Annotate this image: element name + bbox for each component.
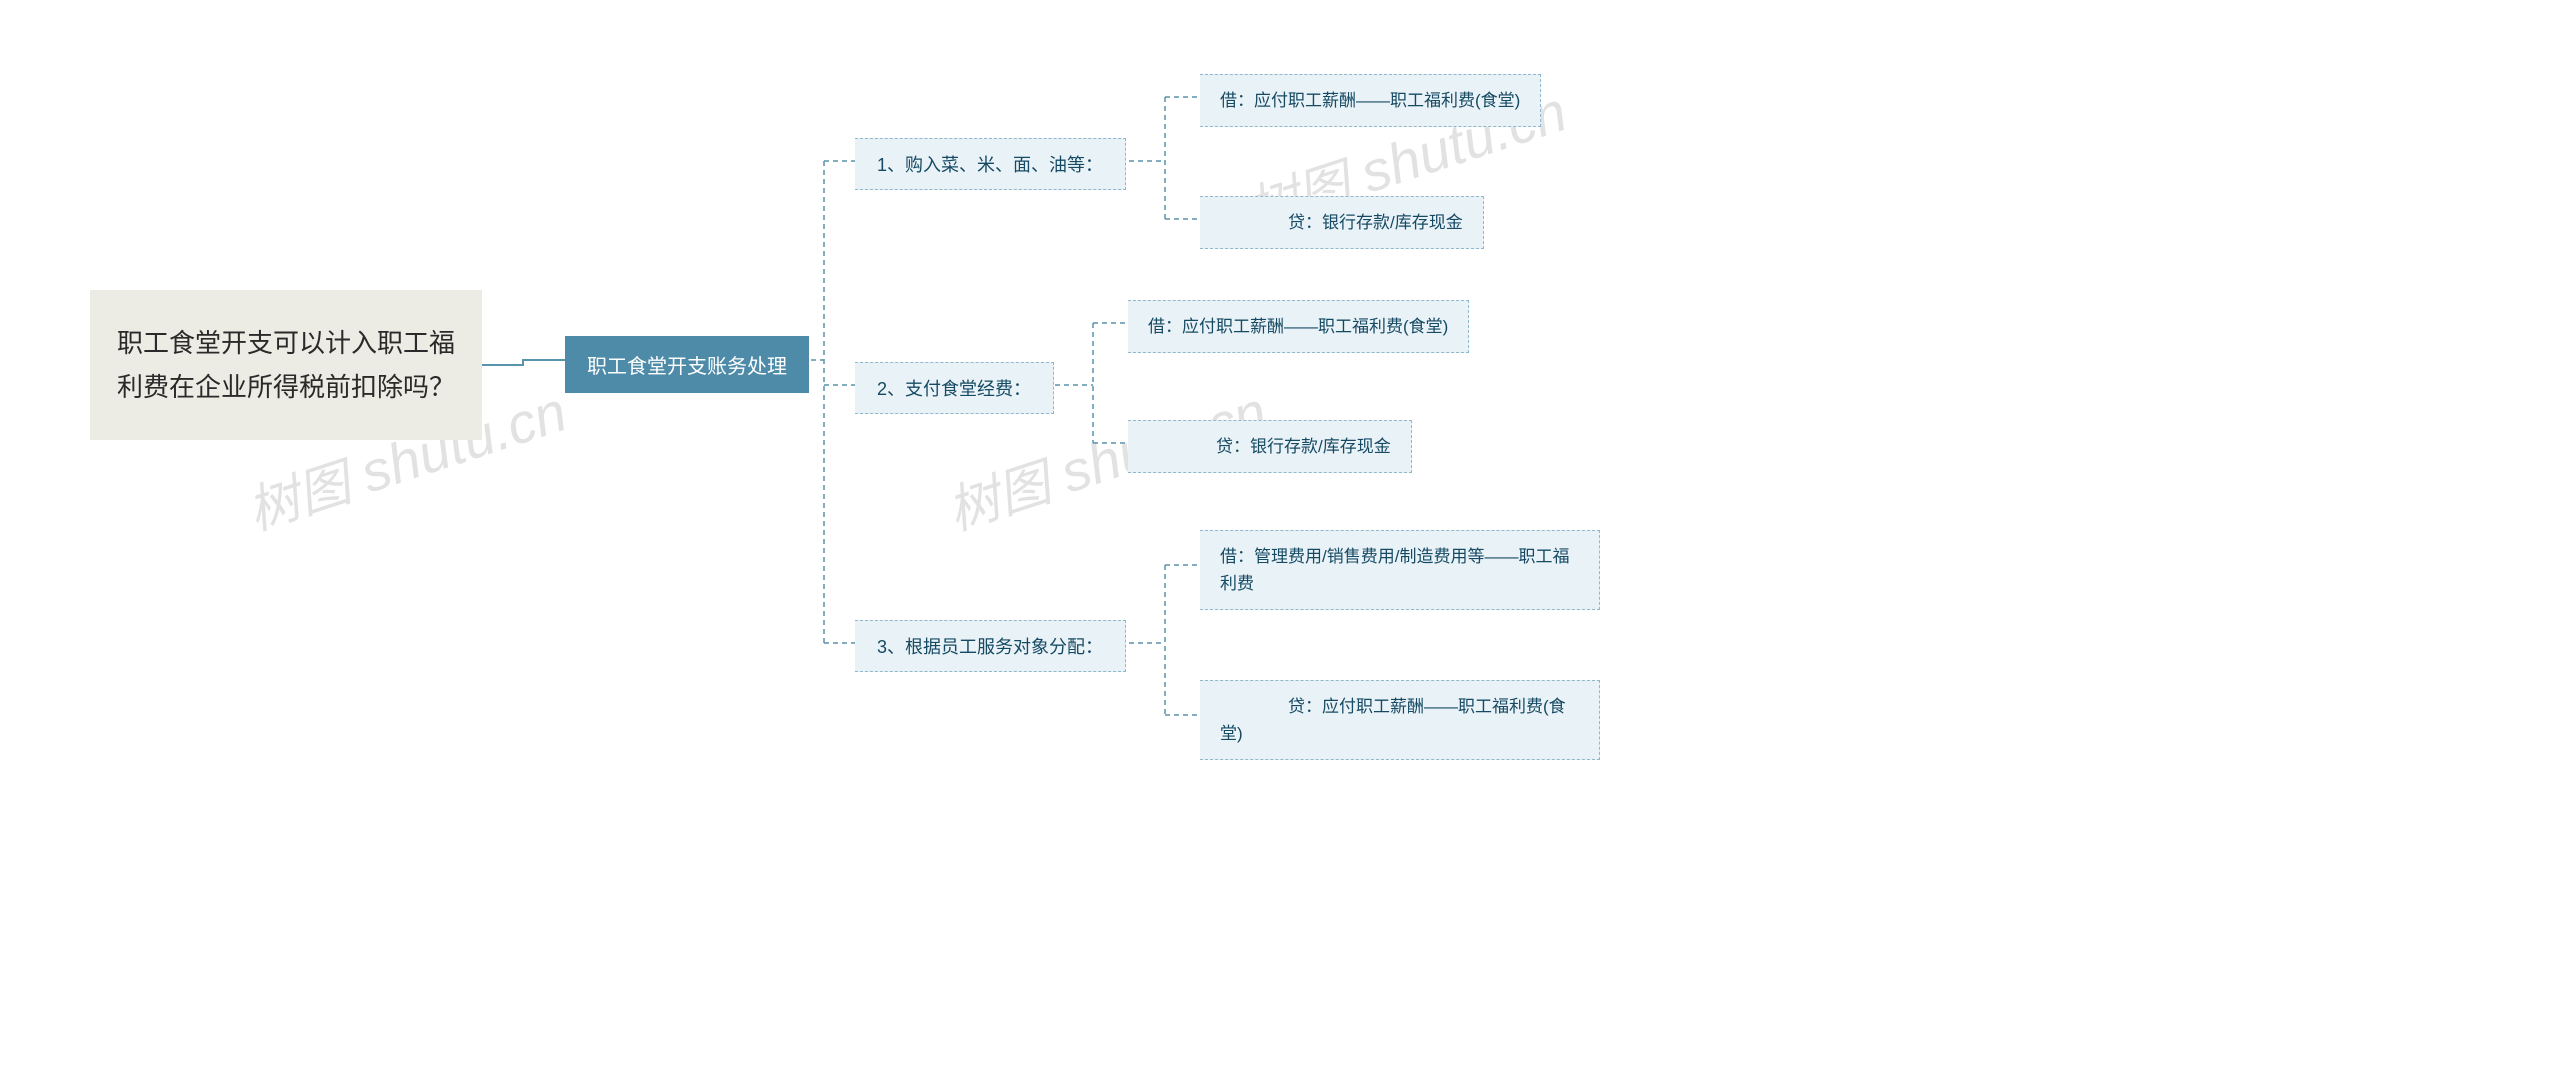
level3-node-1-1: 贷：银行存款/库存现金: [1128, 420, 1412, 473]
level2-text: 2、支付食堂经费：: [877, 375, 1031, 401]
level1-text: 职工食堂开支账务处理: [587, 350, 787, 379]
level3-text: 贷：银行存款/库存现金: [1148, 433, 1391, 460]
level2-text: 1、购入菜、米、面、油等：: [877, 151, 1103, 177]
level3-node-1-0: 借：应付职工薪酬——职工福利费(食堂): [1128, 300, 1469, 353]
watermark-cn: 树图: [941, 454, 1058, 541]
root-node: 职工食堂开支可以计入职工福利费在企业所得税前扣除吗？: [90, 290, 482, 440]
level3-node-2-1: 贷：应付职工薪酬——职工福利费(食堂): [1200, 680, 1600, 760]
level3-node-0-0: 借：应付职工薪酬——职工福利费(食堂): [1200, 74, 1541, 127]
watermark-cn: 树图: [241, 454, 358, 541]
level2-node-2: 3、根据员工服务对象分配：: [855, 620, 1126, 672]
level3-text: 借：管理费用/销售费用/制造费用等——职工福利费: [1220, 543, 1579, 597]
level1-node: 职工食堂开支账务处理: [565, 336, 809, 393]
level3-text: 贷：应付职工薪酬——职工福利费(食堂): [1220, 693, 1579, 747]
level2-node-1: 2、支付食堂经费：: [855, 362, 1054, 414]
root-text: 职工食堂开支可以计入职工福利费在企业所得税前扣除吗？: [110, 321, 462, 409]
level3-node-2-0: 借：管理费用/销售费用/制造费用等——职工福利费: [1200, 530, 1600, 610]
level3-text: 贷：银行存款/库存现金: [1220, 209, 1463, 236]
level3-node-0-1: 贷：银行存款/库存现金: [1200, 196, 1484, 249]
level2-text: 3、根据员工服务对象分配：: [877, 633, 1103, 659]
level3-text: 借：应付职工薪酬——职工福利费(食堂): [1148, 313, 1448, 340]
level3-text: 借：应付职工薪酬——职工福利费(食堂): [1220, 87, 1520, 114]
level2-node-0: 1、购入菜、米、面、油等：: [855, 138, 1126, 190]
